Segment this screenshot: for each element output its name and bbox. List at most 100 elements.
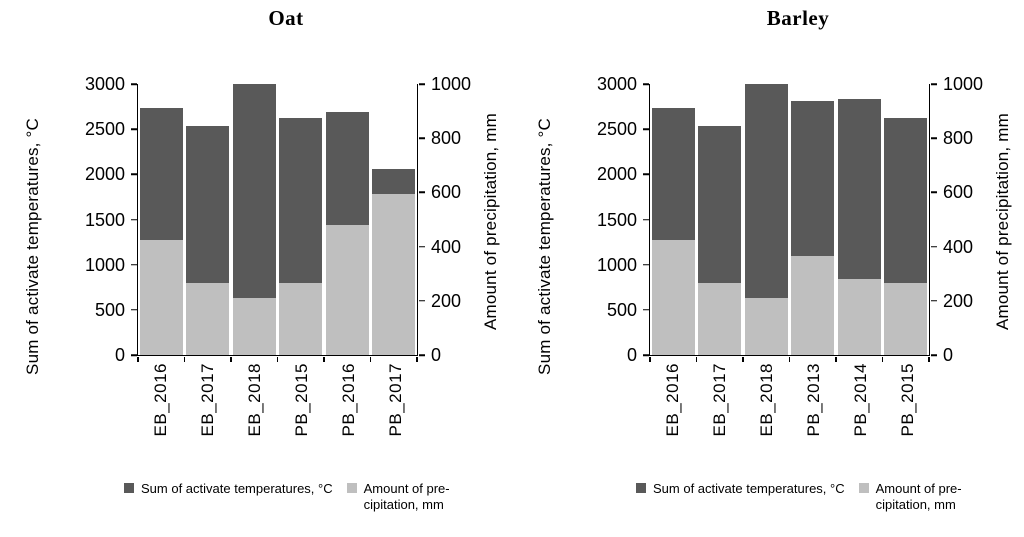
bar-group (185, 84, 232, 355)
precipitation-bar (186, 283, 230, 355)
left-axis-tick-mark (131, 263, 137, 266)
category-axis-tick-mark (928, 356, 930, 362)
bar-group (371, 84, 418, 355)
category-label: EB_2017 (197, 363, 217, 437)
left-axis-ticks: 0 500 1000 1500 2000 2500 3000 (52, 75, 137, 364)
category-label: EB_2018 (756, 363, 776, 437)
left-axis-tick-mark (131, 218, 137, 221)
right-axis-title: Amount of precipitation, mm (481, 112, 500, 331)
legend-item: Amount of pre- cipitation, mm (346, 481, 450, 514)
left-axis-title: Sum of activate temperatures, °C (535, 118, 554, 375)
chart-panel-oat: Oat Sum of activate temperatures, °C 0 50… (14, 6, 512, 514)
category-axis-tick-mark (649, 356, 651, 362)
left-axis-tick-label: 1000 (596, 254, 637, 275)
bar-group (836, 84, 883, 355)
right-axis-tick-mark (931, 300, 937, 302)
category-label: EB_2018 (244, 363, 264, 437)
category-label-slot: EB_2017 (184, 363, 231, 463)
chart-panel-barley: Barley Sum of activate temperatures, °C … (512, 0, 1024, 537)
left-axis-tick-label: 500 (606, 299, 637, 320)
left-axis-ticks: 0 500 1000 1500 2000 2500 3000 (564, 75, 649, 364)
precipitation-bar (139, 239, 183, 355)
right-axis-tick-mark (419, 300, 425, 302)
left-axis-tick-label: 0 (626, 345, 637, 365)
left-axis-tick-mark (643, 128, 649, 130)
category-label: PB_2013 (803, 363, 823, 437)
category-label: PB_2015 (291, 363, 311, 437)
precipitation-bar (698, 283, 742, 355)
left-axis-tick-label: 500 (94, 299, 125, 320)
plot-area (649, 84, 930, 362)
bar-group (650, 84, 697, 355)
legend-label: Amount of pre- cipitation, mm (363, 481, 450, 513)
legend-label: Amount of pre- cipitation, mm (875, 481, 962, 513)
left-axis-tick-mark (643, 173, 649, 176)
right-axis-tick-mark (419, 354, 425, 356)
category-axis-tick-mark (137, 356, 139, 362)
category-axis-labels: EB_2016 EB_2017 EB_2018 PB_2015 PB_2016 PB_20… (137, 363, 419, 463)
category-label-slot: EB_2018 (231, 363, 278, 463)
category-axis-labels: EB_2016 EB_2017 EB_2018 PB_2013 PB_2014 PB_20… (649, 363, 931, 463)
left-axis-tick-mark (643, 263, 649, 266)
category-label: PB_2015 (897, 363, 917, 437)
left-axis-tick-mark (643, 218, 649, 221)
right-axis-title: Amount of precipitation, mm (993, 112, 1012, 331)
left-axis-tick-mark (131, 354, 137, 356)
right-axis-tick-label: 600 (431, 182, 462, 203)
category-label-slot: PB_2015 (884, 363, 931, 463)
precipitation-bar (232, 298, 276, 355)
left-axis-tick-mark (131, 83, 137, 85)
right-axis-tick-mark (931, 137, 937, 139)
category-axis-tick-mark (835, 356, 837, 362)
category-axis-tick-mark (695, 356, 698, 362)
category-label-slot: EB_2016 (137, 363, 184, 463)
precipitation-bar (279, 283, 323, 355)
category-label: EB_2016 (662, 363, 682, 437)
category-label-slot: PB_2014 (837, 363, 884, 463)
category-label-slot: PB_2015 (278, 363, 325, 463)
right-axis-tick-label: 200 (431, 290, 462, 311)
right-axis-tick-label: 0 (943, 345, 954, 365)
right-axis-tick-mark (419, 137, 425, 139)
right-axis-tick-mark (931, 354, 937, 356)
right-axis-tick-label: 800 (431, 128, 462, 149)
precipitation-bar (837, 279, 881, 355)
category-label-slot: PB_2016 (325, 363, 372, 463)
category-label-slot: EB_2018 (743, 363, 790, 463)
bar-group (697, 84, 744, 355)
right-axis-tick-label: 400 (431, 236, 462, 257)
category-label: EB_2016 (150, 363, 170, 437)
chart-body: Sum of activate temperatures, °C 0 500 100… (526, 74, 1024, 463)
legend-label: Sum of activate temperatures, °C (653, 481, 845, 496)
precipitation-bar (744, 298, 788, 355)
left-axis-tick-mark (131, 128, 137, 130)
right-axis-tick-label: 1000 (431, 74, 472, 94)
precipitation-bar (791, 256, 835, 355)
left-axis-tick-label: 1500 (84, 209, 125, 230)
category-label: PB_2017 (385, 363, 405, 437)
left-axis-tick-mark (131, 173, 137, 176)
right-axis-tick-label: 800 (943, 128, 974, 149)
precipitation-bar (325, 224, 369, 355)
right-axis-tick-label: 200 (943, 290, 974, 311)
left-axis-title: Sum of activate temperatures, °C (23, 118, 42, 375)
chart-body: Sum of activate temperatures, °C 0 500 100… (14, 74, 512, 463)
left-axis-tick-label: 1000 (84, 254, 125, 275)
bars-layer (650, 84, 929, 355)
category-label-slot: EB_2017 (696, 363, 743, 463)
bar-group (138, 84, 185, 355)
right-axis-ticks: 0 200 400 600 800 1000 (931, 75, 983, 364)
chart-title: Oat (268, 6, 304, 30)
plot-column: EB_2016 EB_2017 EB_2018 PB_2015 PB_2016 PB_20… (137, 84, 419, 463)
legend: Sum of activate temperatures, °C Amount o… (124, 481, 512, 514)
category-axis-tick-mark (881, 356, 884, 362)
right-axis-tick-mark (931, 191, 937, 194)
right-axis-tick-mark (931, 245, 937, 248)
category-label-slot: PB_2017 (372, 363, 419, 463)
category-axis-tick-mark (323, 356, 325, 362)
category-axis-tick-mark (788, 356, 791, 362)
left-axis-tick-label: 2500 (596, 119, 637, 140)
category-axis-tick-mark (416, 356, 418, 362)
category-label-slot: EB_2016 (649, 363, 696, 463)
